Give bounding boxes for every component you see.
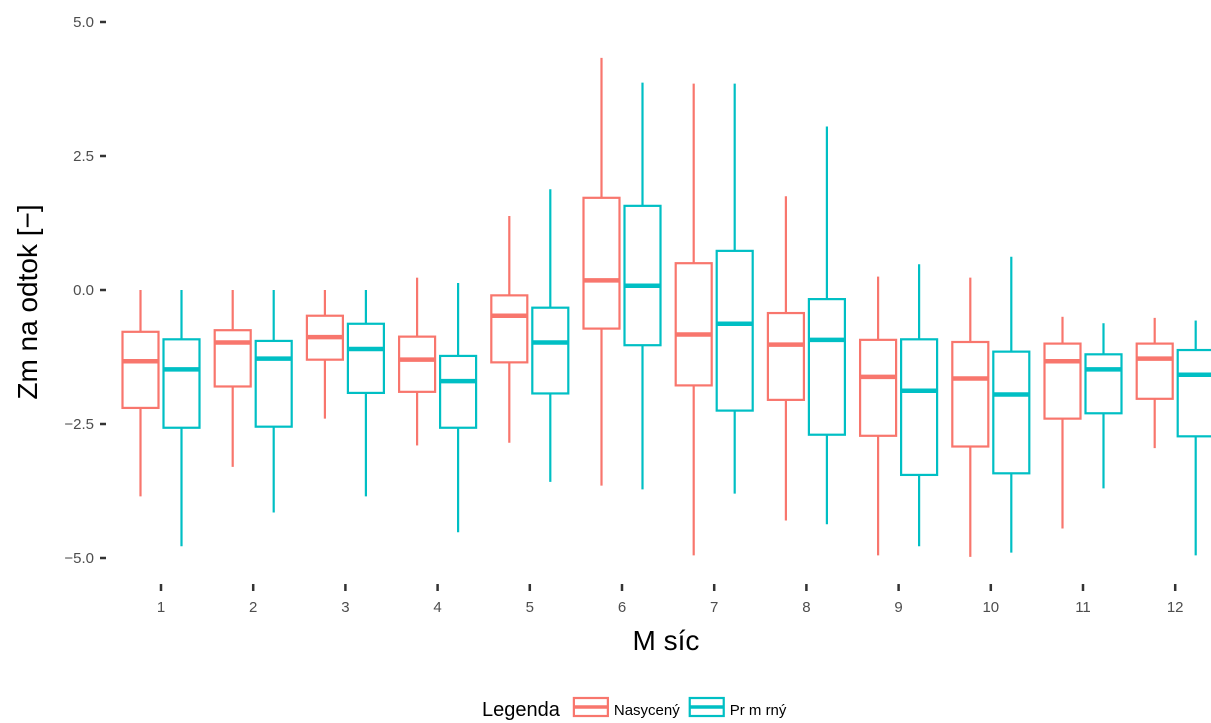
box-11 [1084,323,1123,489]
box-1 [162,290,201,547]
box-2 [254,290,293,513]
y-tick-label: 2.5 [73,148,94,165]
x-tick-label: 2 [249,599,257,616]
box-12 [1135,317,1174,449]
x-tick-label: 6 [618,599,626,616]
x-tick-label: 5 [526,599,534,616]
series-nasyceny [121,57,1174,557]
series-prumerny [162,82,1211,556]
box-iqr [766,311,806,401]
box-8 [807,126,847,525]
box-9 [899,264,939,547]
y-axis-title: Zm na odtok [−] [12,204,43,399]
box-iqr [162,338,201,429]
box-1 [121,290,160,497]
x-tick-label: 3 [341,599,349,616]
box-12 [1176,320,1211,556]
box-iqr [992,350,1031,475]
box-9 [858,276,898,556]
y-tick-label: 5.0 [73,14,94,31]
box-10 [992,256,1031,553]
box-iqr [346,322,385,395]
box-iqr [951,340,990,448]
box-iqr [807,298,847,436]
legend-label: Nasycený [614,702,680,719]
box-5 [490,216,529,443]
box-7 [715,83,754,494]
box-11 [1043,316,1082,529]
box-iqr [213,329,252,388]
y-tick-label: 0.0 [73,282,94,299]
box-iqr [490,294,529,364]
box-6 [582,57,621,486]
box-iqr [1084,353,1123,415]
box-iqr [254,339,293,428]
box-3 [346,290,385,497]
legend-key-prumerny [688,696,725,718]
box-iqr [121,330,160,410]
plot-area [121,57,1211,557]
box-iqr [623,204,662,347]
box-iqr [899,338,939,477]
box-iqr [398,335,437,393]
x-axis-title: M síc [633,625,700,656]
box-10 [951,277,990,557]
x-tick-label: 1 [157,599,165,616]
x-tick-label: 7 [710,599,718,616]
box-7 [674,83,713,556]
box-6 [623,82,662,490]
box-5 [531,189,570,482]
box-iqr [1176,348,1211,438]
box-4 [398,277,437,446]
x-tick-label: 4 [433,599,441,616]
box-8 [766,196,806,521]
y-tick-label: −2.5 [64,416,94,433]
x-tick-label: 10 [982,599,999,616]
box-iqr [674,262,713,387]
y-axis: 5.0 2.5 0.0 −2.5 −5.0 [64,14,106,567]
x-tick-label: 9 [894,599,902,616]
x-tick-label: 11 [1075,599,1091,616]
box-4 [439,283,478,533]
y-tick-label: −5.0 [64,550,94,567]
box-iqr [1043,342,1082,420]
box-2 [213,290,252,467]
box-iqr [531,306,570,395]
box-iqr [582,196,621,330]
box-3 [305,290,344,419]
box-iqr [715,249,754,412]
legend-label: Pr m rný [730,702,787,719]
box-iqr [858,338,898,437]
box-iqr [1135,342,1174,400]
x-axis: 1 2 3 4 5 6 7 8 9 10 11 12 [157,584,1184,616]
box-iqr [439,354,478,429]
legend: Legenda Nasycený Pr m rný [482,696,787,721]
x-tick-label: 8 [802,599,810,616]
legend-title: Legenda [482,699,561,721]
legend-key-nasyceny [572,696,609,718]
x-tick-label: 12 [1167,599,1184,616]
